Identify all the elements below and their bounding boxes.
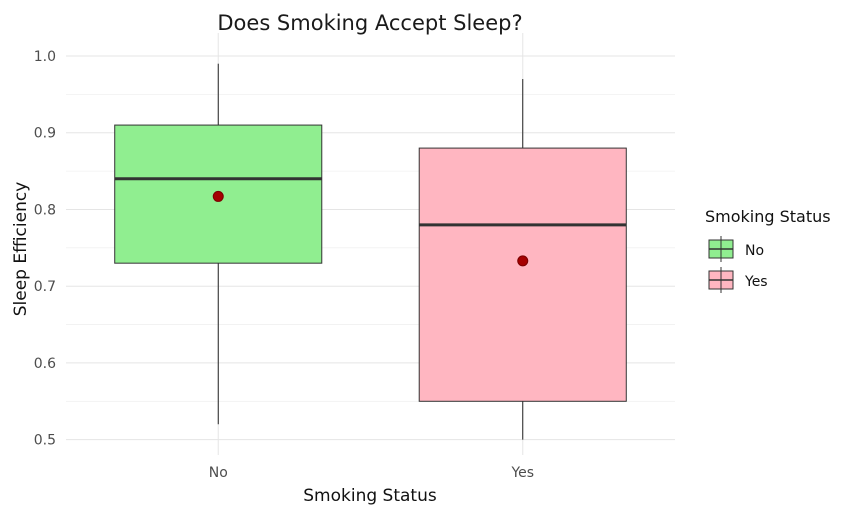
legend-item-no: No <box>708 236 764 262</box>
y-tick-label: 0.5 <box>34 433 56 449</box>
boxplot-yes <box>418 79 627 440</box>
x-axis-title: Smoking Status <box>303 486 437 506</box>
legend-label: No <box>745 243 764 259</box>
y-tick-label: 0.7 <box>34 279 56 295</box>
y-tick-label: 0.8 <box>34 202 56 218</box>
x-axis-ticks: No Yes <box>209 465 534 481</box>
y-tick-label: 0.9 <box>34 126 56 142</box>
mean-point <box>212 190 224 202</box>
mean-point <box>517 255 529 267</box>
boxplots <box>114 63 627 440</box>
y-axis-title: Sleep Efficiency <box>11 182 31 317</box>
legend-item-yes: Yes <box>708 267 768 293</box>
y-axis-ticks: 0.5 0.6 0.7 0.8 0.9 1.0 <box>34 49 56 449</box>
boxplot-no <box>114 63 323 425</box>
legend-label: Yes <box>744 274 768 290</box>
legend-title: Smoking Status <box>705 207 831 226</box>
y-tick-label: 0.6 <box>34 356 56 372</box>
x-tick-label: No <box>209 465 228 481</box>
x-tick-label: Yes <box>510 465 534 481</box>
chart-title: Does Smoking Accept Sleep? <box>217 11 522 35</box>
box <box>418 147 627 402</box>
y-tick-label: 1.0 <box>34 49 56 65</box>
legend: Smoking Status No Yes <box>705 207 831 293</box>
